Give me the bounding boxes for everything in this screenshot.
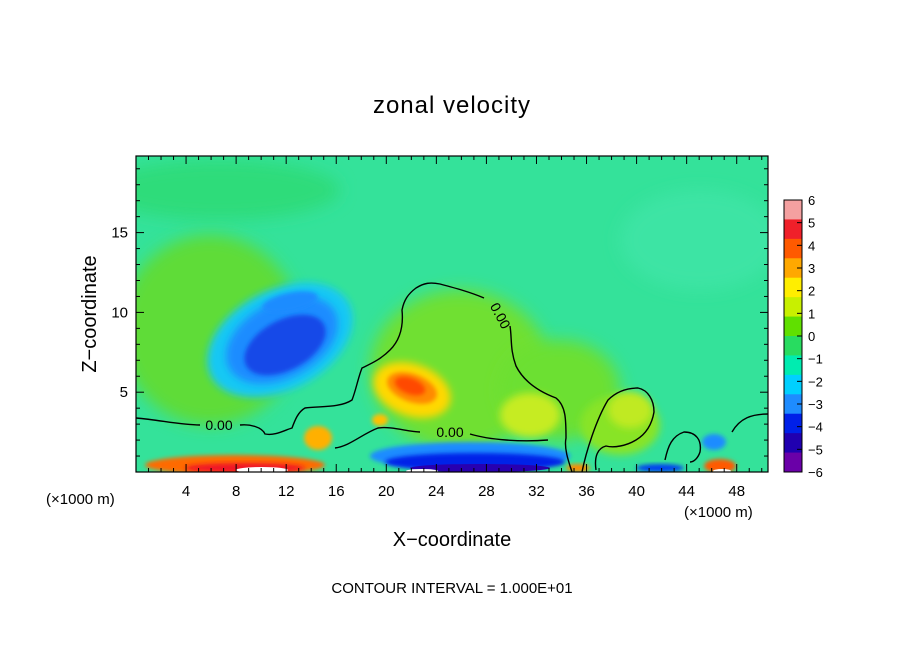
contour-interval-note: CONTOUR INTERVAL = 1.000E+01 <box>331 580 572 597</box>
colorbar: 6 5 4 3 2 1 0 −1 −2 −3 −4 −5 −6 <box>783 193 823 480</box>
surface-layer <box>145 434 736 472</box>
x-tick-label: 16 <box>328 483 345 500</box>
x-tick-label: 12 <box>278 483 295 500</box>
positive-core <box>304 361 451 450</box>
x-tick-label: 44 <box>678 483 695 500</box>
colorbar-tick-label: −5 <box>808 442 823 457</box>
colorbar-swatch <box>784 238 802 259</box>
y-axis: 5 10 15 <box>111 168 768 457</box>
colorbar-tick-label: −3 <box>808 397 823 412</box>
field-yellow-b <box>608 392 652 428</box>
contour-label-center: 0.00 <box>436 424 463 440</box>
x-tick-label: 48 <box>728 483 745 500</box>
colorbar-swatch <box>784 336 802 356</box>
x-tick-label: 28 <box>478 483 495 500</box>
y-tick-label: 15 <box>111 225 128 242</box>
x-tick-label: 8 <box>232 483 240 500</box>
heatmap-field <box>136 156 768 472</box>
x-axis: 4 8 12 16 20 24 28 32 36 40 44 48 <box>148 156 763 500</box>
colorbar-swatch <box>784 277 802 298</box>
zero-contour-mid <box>334 426 549 449</box>
zero-contours <box>135 282 769 473</box>
x-tick-label: 32 <box>528 483 545 500</box>
colorbar-tick-label: −6 <box>808 465 823 480</box>
colorbar-swatch <box>784 297 802 318</box>
field-upper-right <box>620 190 768 290</box>
zero-contour-right <box>581 387 655 473</box>
colorbar-swatch <box>784 374 802 395</box>
field-upper-band <box>136 160 340 220</box>
zero-contour-far-right <box>664 413 769 463</box>
colorbar-swatch <box>784 219 802 240</box>
x-tick-label: 36 <box>578 483 595 500</box>
colorbar-swatch <box>784 200 802 220</box>
x-tick-label: 4 <box>182 483 190 500</box>
y-tick-label: 5 <box>120 384 128 401</box>
colorbar-tick-label: −1 <box>808 352 823 367</box>
y-axis-title: Z−coordinate <box>79 255 101 372</box>
colorbar-tick-label: 1 <box>808 306 815 321</box>
colorbar-tick-label: 3 <box>808 261 815 276</box>
colorbar-tick-label: 4 <box>808 238 815 253</box>
colorbar-swatch <box>784 316 802 337</box>
zero-contour-main <box>135 282 573 473</box>
colorbar-swatch <box>784 413 802 434</box>
x-units-left: (×1000 m) <box>46 491 115 508</box>
x-tick-label: 40 <box>628 483 645 500</box>
colorbar-tick-label: 6 <box>808 193 815 208</box>
colorbar-tick-label: 0 <box>808 329 815 344</box>
x-tick-label: 20 <box>378 483 395 500</box>
colorbar-tick-label: −4 <box>808 420 823 435</box>
colorbar-swatch <box>784 355 802 376</box>
negative-core <box>207 282 353 398</box>
x-axis-title: X−coordinate <box>393 529 511 551</box>
colorbar-swatch <box>784 433 802 454</box>
colorbar-swatch <box>784 258 802 279</box>
chart-title: zonal velocity <box>373 92 531 119</box>
plot-frame <box>135 155 769 473</box>
y-tick-label: 10 <box>111 304 128 321</box>
colorbar-tick-label: −2 <box>808 374 823 389</box>
x-units-right: (×1000 m) <box>684 504 753 521</box>
contour-label-left: 0.00 <box>205 417 232 433</box>
field-yellow-a <box>500 393 560 437</box>
colorbar-tick-label: 5 <box>808 216 815 231</box>
x-tick-label: 24 <box>428 483 445 500</box>
colorbar-swatch <box>784 394 802 415</box>
colorbar-tick-label: 2 <box>808 284 815 299</box>
colorbar-swatch <box>784 452 802 473</box>
